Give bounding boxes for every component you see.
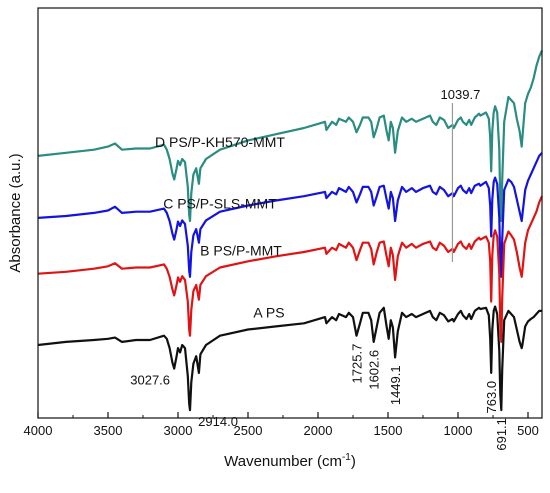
x-tick-label-4000: 4000 xyxy=(24,423,53,438)
traces-layer: D PS/P-KH570-MMT C PS/P-SLS-MMT B PS/P-MMT… xyxy=(37,50,544,412)
peak-label-1449-1: 1449.1 xyxy=(388,365,403,405)
x-axis-title-superscript: -1 xyxy=(342,452,351,463)
x-tick-label-1500: 1500 xyxy=(374,423,403,438)
x-axis-ticks: 4000 3500 3000 2500 2000 1500 1000 500 xyxy=(24,412,539,438)
series-line-b-ps-p-mmt xyxy=(37,195,544,343)
peak-label-1602-6: 1602.6 xyxy=(367,350,382,390)
x-tick-label-500: 500 xyxy=(517,423,539,438)
y-axis-title-layer: Absorbance (a.u.) xyxy=(7,153,24,272)
series-line-a-ps xyxy=(37,305,542,412)
y-axis-title: Absorbance (a.u.) xyxy=(7,153,24,272)
peak-label-763-0: 763.0 xyxy=(484,381,499,414)
x-tick-label-3000: 3000 xyxy=(164,423,193,438)
x-axis-title-close: ) xyxy=(351,453,356,470)
x-tick-label-2000: 2000 xyxy=(304,423,333,438)
x-tick-label-3500: 3500 xyxy=(94,423,123,438)
peak-label-1725-7: 1725.7 xyxy=(349,344,364,384)
peak-label-3027-6: 3027.6 xyxy=(130,373,170,388)
series-line-d-ps-p-kh570-mmt xyxy=(37,50,544,223)
series-line-c-ps-p-sls-mmt xyxy=(37,152,543,278)
plot-frame xyxy=(37,7,543,419)
x-axis-title: Wavenumber (cm-1) xyxy=(224,452,356,470)
peak-label-1039-7: 1039.7 xyxy=(441,87,481,102)
series-label-d-ps-p-kh570-mmt: D PS/P-KH570-MMT xyxy=(155,134,285,150)
series-label-b-ps-p-mmt: B PS/P-MMT xyxy=(200,243,282,259)
x-tick-label-1000: 1000 xyxy=(444,423,473,438)
x-tick-label-2500: 2500 xyxy=(234,423,263,438)
peak-label-2914-0: 2914.0 xyxy=(198,414,238,429)
series-label-a-ps: A PS xyxy=(253,305,284,321)
annotations-layer: 3027.6 2914.0 1725.7 1602.6 1449.1 763.0 691.1… xyxy=(130,87,509,451)
series-label-c-ps-p-sls-mmt: C PS/P-SLS-MMT xyxy=(163,195,277,211)
x-axis-title-main: Wavenumber (cm xyxy=(224,453,342,470)
peak-label-691-1: 691.1 xyxy=(494,418,509,451)
